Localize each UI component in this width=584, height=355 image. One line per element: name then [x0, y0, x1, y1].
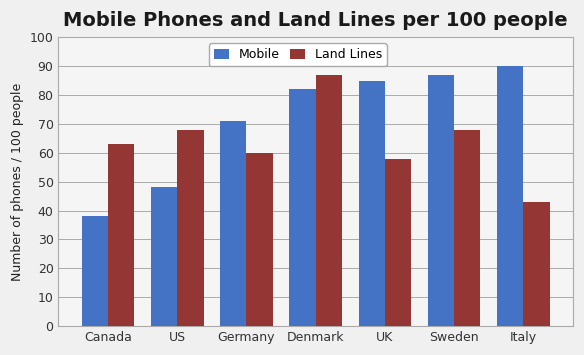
Title: Mobile Phones and Land Lines per 100 people: Mobile Phones and Land Lines per 100 peo… [63, 11, 568, 30]
Bar [289, 89, 315, 326]
Bar [385, 159, 411, 326]
Bar [497, 66, 523, 326]
Bar [246, 153, 273, 326]
Bar [178, 130, 204, 326]
Bar [359, 81, 385, 326]
Bar [220, 121, 246, 326]
Bar [82, 216, 108, 326]
Bar [427, 75, 454, 326]
Bar [454, 130, 480, 326]
Bar [315, 75, 342, 326]
Bar [108, 144, 134, 326]
Y-axis label: Number of phones / 100 people: Number of phones / 100 people [11, 82, 24, 281]
Legend: Mobile, Land Lines: Mobile, Land Lines [208, 43, 387, 66]
Bar [151, 187, 178, 326]
Bar [523, 202, 550, 326]
